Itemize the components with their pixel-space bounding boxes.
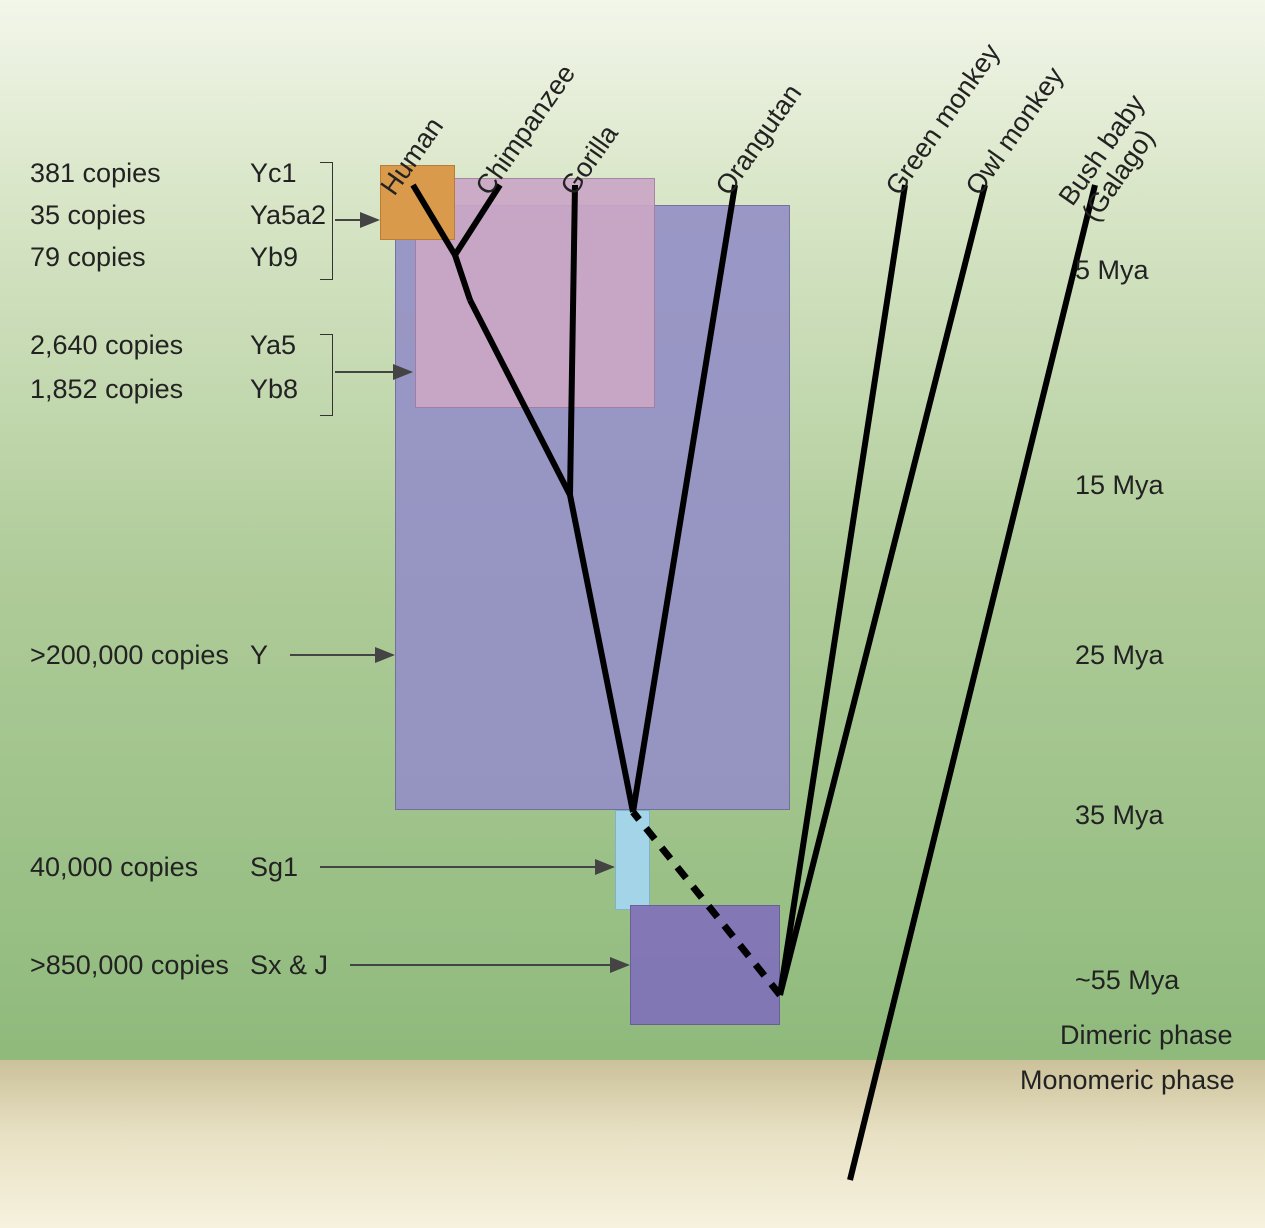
diagram-stage: Human Chimpanzee Gorilla Orangutan Green… <box>0 0 1265 1228</box>
bracket-group1 <box>320 162 333 280</box>
code-Sg1: Sg1 <box>250 852 298 883</box>
copies-yb9: 79 copies <box>30 242 146 273</box>
box-SxJ <box>630 905 780 1025</box>
code-ya5: Ya5 <box>250 330 296 361</box>
time-55mya: ~55 Mya <box>1075 965 1179 996</box>
phase-monomeric: Monomeric phase <box>1020 1065 1235 1096</box>
code-yc1: Yc1 <box>250 158 297 189</box>
copies-Y: >200,000 copies <box>30 640 229 671</box>
copies-ya5a2: 35 copies <box>30 200 146 231</box>
copies-yc1: 381 copies <box>30 158 161 189</box>
copies-Sg1: 40,000 copies <box>30 852 198 883</box>
time-15mya: 15 Mya <box>1075 470 1164 501</box>
code-yb8: Yb8 <box>250 374 298 405</box>
time-25mya: 25 Mya <box>1075 640 1164 671</box>
copies-yb8: 1,852 copies <box>30 374 183 405</box>
box-Sg1 <box>615 810 650 910</box>
code-Y: Y <box>250 640 268 671</box>
time-35mya: 35 Mya <box>1075 800 1164 831</box>
bracket-group2 <box>320 334 333 416</box>
code-SxJ: Sx & J <box>250 950 328 981</box>
code-ya5a2: Ya5a2 <box>250 200 326 231</box>
copies-ya5: 2,640 copies <box>30 330 183 361</box>
time-5mya: 5 Mya <box>1075 255 1149 286</box>
code-yb9: Yb9 <box>250 242 298 273</box>
phase-dimeric: Dimeric phase <box>1060 1020 1233 1051</box>
copies-SxJ: >850,000 copies <box>30 950 229 981</box>
